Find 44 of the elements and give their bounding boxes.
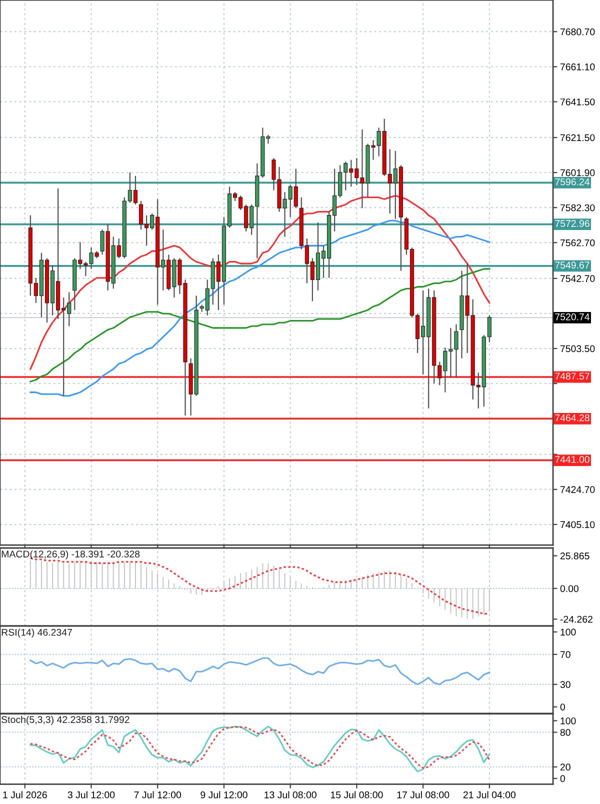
y-tick-label: 0.00 — [560, 585, 579, 592]
chart-title: MACD(12,26,9) -18.391 -20.328 — [2, 550, 140, 560]
y-tick-label: 7503.50 — [560, 345, 595, 352]
x-tick-label: 21 Jul 04:00 — [463, 791, 516, 798]
y-tick-label: 100 — [560, 628, 576, 636]
y-tick-label: 20 — [560, 764, 570, 771]
y-tick-label: 25.865 — [560, 552, 590, 560]
ref-line-label: 7520.74 — [555, 313, 590, 320]
ref-line-label: 7441.00 — [555, 456, 590, 463]
chart-title: Stoch(5,3,3) 42.2358 31.7992 — [2, 716, 130, 725]
y-tick-label: 70 — [560, 651, 570, 658]
line-series — [30, 268, 490, 382]
line-series — [30, 220, 490, 397]
y-tick-label: 7542.70 — [560, 275, 595, 282]
y-tick-label: 80 — [560, 729, 570, 736]
ref-line-label: 7464.28 — [555, 414, 590, 422]
y-tick-label: 100 — [560, 717, 576, 724]
x-tick-label: 13 Jul 08:00 — [264, 791, 316, 798]
line-series — [30, 194, 490, 370]
y-tick-label: 0 — [560, 704, 565, 710]
x-tick-label: 1 Jul 2026 — [3, 791, 47, 798]
ref-line-label: 7596.24 — [555, 178, 590, 186]
x-tick-label: 17 Jul 08:00 — [397, 791, 450, 798]
ref-line-label: 7572.96 — [555, 220, 590, 227]
line-series — [30, 657, 490, 686]
x-tick-label: 9 Jul 12:00 — [200, 791, 248, 798]
y-tick-label: 7562.70 — [560, 239, 595, 246]
y-tick-label: 7601.90 — [560, 169, 595, 176]
x-tick-label: 15 Jul 08:00 — [330, 791, 383, 798]
ref-line-label: 7487.57 — [555, 372, 590, 380]
y-tick-label: 7621.50 — [560, 134, 595, 142]
chart-title: RSI(14) 46.2347 — [2, 628, 72, 638]
y-tick-label: 0 — [560, 775, 565, 782]
y-tick-label: 7661.10 — [560, 63, 595, 70]
y-tick-label: 7424.70 — [560, 486, 595, 494]
y-tick-label: 7680.70 — [560, 28, 595, 36]
y-tick-label: 7582.30 — [560, 204, 595, 212]
y-tick-label: 30 — [560, 681, 570, 688]
y-tick-label: -24.262 — [560, 616, 592, 623]
x-tick-label: 7 Jul 12:00 — [134, 791, 182, 798]
y-tick-label: 7641.50 — [560, 98, 595, 106]
ref-line-label: 7549.67 — [555, 262, 590, 269]
x-tick-label: 3 Jul 12:00 — [68, 791, 115, 798]
y-tick-label: 7405.10 — [560, 521, 595, 528]
